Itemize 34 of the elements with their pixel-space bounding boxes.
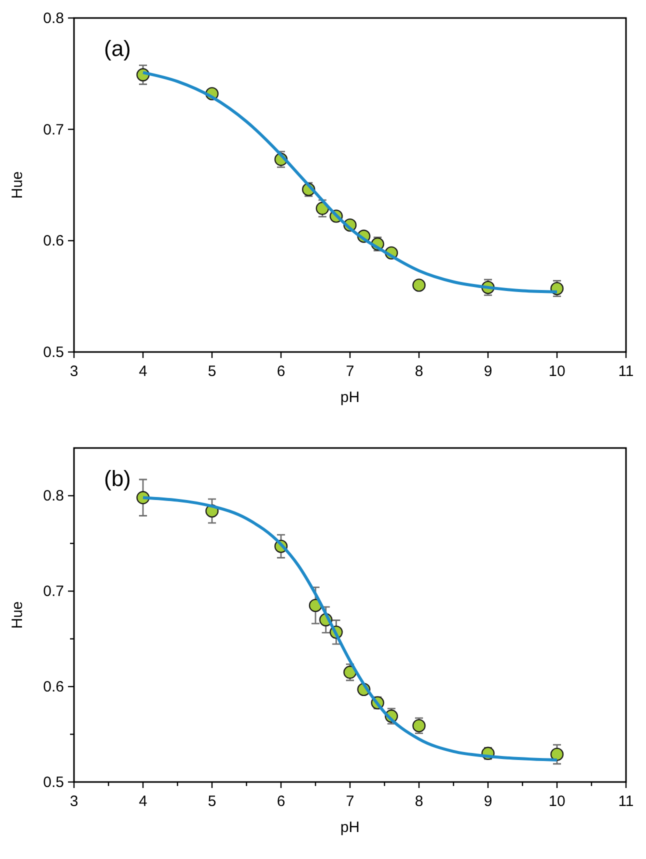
y-tick-label: 0.5 [43,774,64,791]
x-tick-label: 4 [138,793,148,810]
x-tick-label: 4 [138,363,148,380]
x-tick-label: 11 [618,363,634,380]
y-axis-title: Hue [9,601,26,629]
y-tick-label: 0.7 [43,121,64,138]
x-tick-label: 8 [414,793,424,810]
x-tick-label: 7 [346,363,354,380]
x-tick-label: 8 [414,363,424,380]
x-tick-label: 7 [346,793,354,810]
y-tick-label: 0.6 [43,232,64,250]
x-axis-title: pH [340,389,360,406]
x-tick-label: 3 [70,363,78,380]
x-tick-label: 10 [548,363,566,380]
point [550,748,564,761]
x-tick-label: 9 [484,793,492,810]
x-tick-label: 5 [208,793,216,810]
y-tick-label: 0.8 [43,488,64,505]
x-tick-label: 9 [484,363,492,380]
x-axis-title: pH [340,819,360,836]
x-tick-label: 6 [276,793,286,810]
y-tick-label: 0.6 [43,678,64,696]
annotation: (a) [104,36,131,61]
x-tick-label: 3 [70,793,78,810]
y-tick-label: 0.8 [43,10,64,27]
x-tick-label: 10 [548,793,566,810]
y-tick-label: 0.5 [43,344,64,361]
x-tick-label: 5 [208,363,216,380]
point [412,278,426,292]
y-axis-title: Hue [9,171,26,199]
annotation: (b) [104,466,131,491]
x-tick-label: 6 [276,363,286,380]
y-tick-label: 0.7 [43,583,64,600]
x-tick-label: 11 [618,793,634,810]
